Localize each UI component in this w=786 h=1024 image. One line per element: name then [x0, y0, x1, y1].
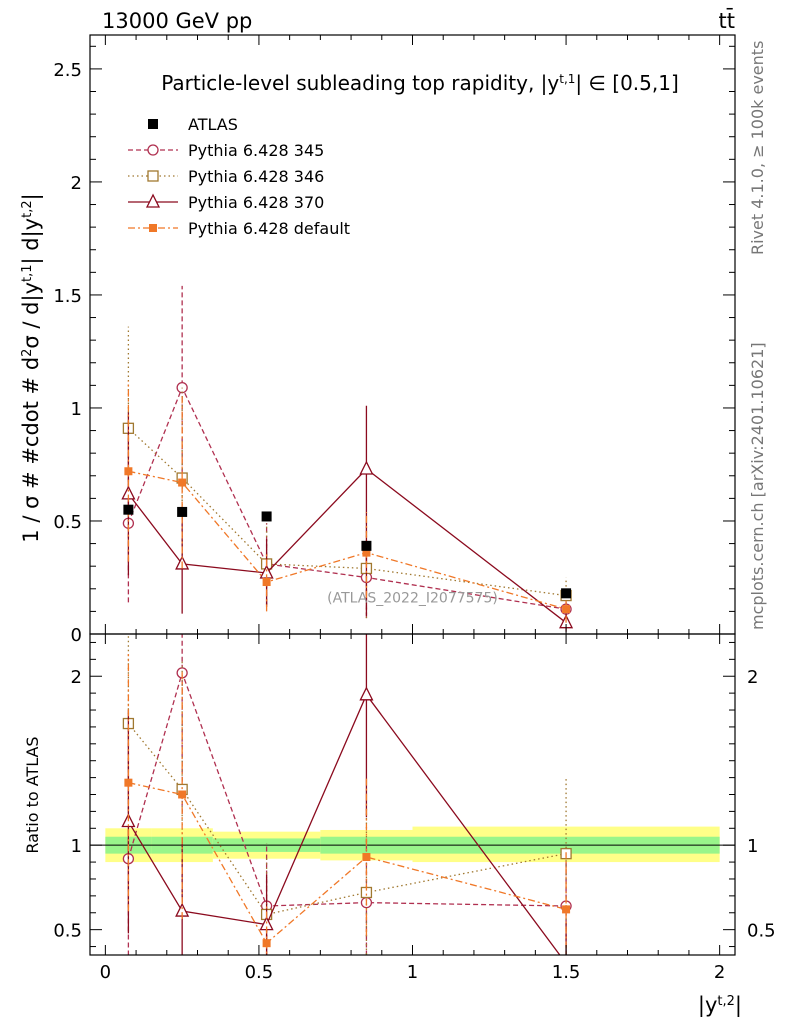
- series-3: [121, 405, 574, 632]
- legend-entry-4: Pythia 6.428 370: [128, 193, 324, 212]
- legend-label: Pythia 6.428 370: [188, 193, 324, 212]
- ratio-point: [562, 905, 571, 914]
- axes: 0 0.5 1 1.5 2 0 0.5 1 1.5 2 2.5 0.5 0.5 1 1 2 2: [53, 34, 776, 983]
- ratio-tick-label-right: 1: [747, 836, 758, 857]
- legend-marker: [147, 144, 159, 156]
- atlas-point: [123, 504, 134, 515]
- x-tick-label: 1.5: [552, 962, 581, 983]
- y-tick-label: 1: [71, 399, 82, 420]
- atlas-point: [361, 540, 372, 551]
- y-tick-label: 1.5: [53, 286, 82, 307]
- data-point: [262, 578, 271, 587]
- legend-label: Pythia 6.428 default: [188, 219, 350, 238]
- title-part1: Particle-level subleading top rapidity, …: [161, 71, 559, 95]
- y-label-sup3: t,2: [20, 200, 35, 218]
- title-part2: | ∈ [0.5,1]: [575, 71, 678, 95]
- y-tick-label: 0: [71, 625, 82, 646]
- rivet-label: Rivet 4.1.0, ≥ 100k events: [748, 41, 767, 255]
- atlas-point: [177, 506, 188, 517]
- process-label: tt̄: [719, 8, 735, 33]
- data-point: [362, 548, 371, 557]
- x-tick-label: 0: [100, 962, 111, 983]
- y-label-part2: σ / d|y: [19, 282, 44, 349]
- series-line: [127, 427, 567, 597]
- series-4: [124, 380, 571, 623]
- series-line: [128, 470, 567, 610]
- main-plot-content: (ATLAS_2022_I2077575): [121, 285, 574, 632]
- y-label-sup2: t,1: [20, 264, 35, 282]
- y-tick-label: 0.5: [53, 512, 82, 533]
- ratio-point: [362, 853, 371, 862]
- legend-label: Pythia 6.428 345: [188, 141, 324, 160]
- x-tick-label: 2: [714, 962, 725, 983]
- legend-label: Pythia 6.428 346: [188, 167, 324, 186]
- atlas-point: [261, 511, 272, 522]
- energy-label: 13000 GeV pp: [102, 9, 252, 33]
- legend-entry-1: ATLAS: [148, 115, 238, 134]
- x-label-part1: |y: [698, 993, 718, 1018]
- data-point: [562, 605, 571, 614]
- ratio-tick-label-left: 0.5: [53, 921, 82, 942]
- x-label-sup: t,2: [717, 994, 735, 1009]
- ratio-line: [128, 782, 567, 945]
- series-line: [127, 385, 567, 610]
- watermark-label: (ATLAS_2022_I2077575): [327, 590, 498, 606]
- legend-marker: [148, 119, 158, 129]
- y-axis-label: 1 / σ # #cdot # d2σ / d|yt,1| d|yt,2|: [19, 193, 44, 542]
- chart-title: Particle-level subleading top rapidity, …: [161, 71, 679, 95]
- ratio-tick-label-left: 2: [71, 667, 82, 688]
- ratio-plot-content: [121, 634, 572, 955]
- ratio-series-4: [124, 654, 571, 955]
- legend-entry-2: Pythia 6.428 345: [128, 141, 324, 160]
- ratio-y-label: Ratio to ATLAS: [23, 736, 42, 853]
- ratio-point: [262, 939, 271, 948]
- ratio-tick-label-right: 0.5: [747, 921, 776, 942]
- title-sup: t,1: [559, 72, 575, 86]
- ratio-tick-label-left: 1: [71, 836, 82, 857]
- legend-marker: [147, 170, 159, 182]
- y-label-part4: |: [19, 193, 44, 200]
- y-label-part1: 1 / σ # #cdot # d: [19, 357, 43, 543]
- ratio-series-2: [122, 634, 572, 955]
- legend-entry-5: Pythia 6.428 default: [128, 219, 350, 238]
- data-point: [359, 460, 374, 475]
- data-point: [178, 478, 187, 487]
- ratio-point: [359, 686, 374, 701]
- series-atlas: [123, 504, 572, 599]
- main-plot-frame: [89, 34, 736, 635]
- y-label-sup1: 2: [20, 349, 35, 357]
- x-tick-label: 0.5: [245, 962, 274, 983]
- legend-marker: [149, 224, 157, 232]
- x-tick-label: 1: [407, 962, 418, 983]
- ratio-line: [127, 670, 567, 907]
- ratio-point: [124, 778, 133, 787]
- data-point: [124, 467, 133, 476]
- x-axis-label: |yt,2|: [698, 993, 742, 1018]
- y-label-part3: | d|y: [19, 218, 44, 265]
- mcplots-label: mcplots.cern.ch [arXiv:2401.10621]: [748, 342, 767, 630]
- series-1: [122, 285, 572, 623]
- ratio-uncertainty-bands: [90, 826, 735, 863]
- ratio-line: [127, 723, 567, 916]
- legend-label: ATLAS: [188, 115, 238, 134]
- y-tick-label: 2.5: [53, 60, 82, 81]
- y-tick-label: 2: [71, 173, 82, 194]
- x-label-part2: |: [735, 993, 742, 1018]
- legend-entry-3: Pythia 6.428 346: [128, 167, 324, 186]
- ratio-point: [178, 790, 187, 799]
- legend-marker: [145, 193, 161, 208]
- legend: ATLAS Pythia 6.428 345 Pythia 6.428 346 Pyt…: [128, 115, 350, 238]
- atlas-point: [561, 588, 572, 599]
- ratio-tick-label-right: 2: [747, 667, 758, 688]
